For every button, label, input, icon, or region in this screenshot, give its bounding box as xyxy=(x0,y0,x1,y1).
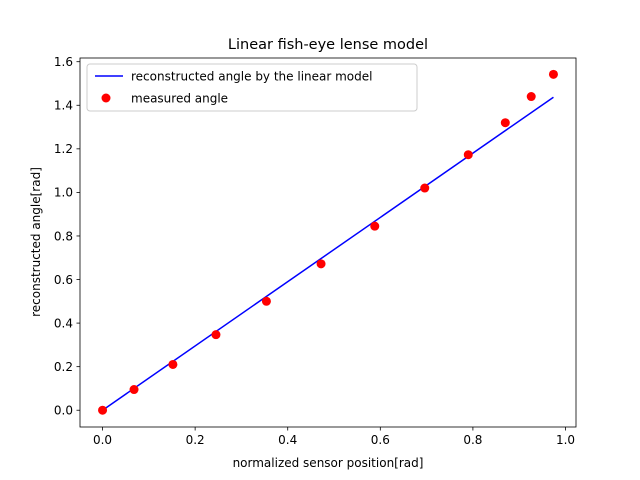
series-line-linear-model xyxy=(102,96,554,411)
x-tick-label: 0.6 xyxy=(371,433,390,447)
data-point-measured-angle-7 xyxy=(420,183,430,193)
y-axis-label: reconstructed angle[rad] xyxy=(29,167,43,317)
data-point-measured-angle-10 xyxy=(526,92,536,102)
x-tick-label: 0.4 xyxy=(278,433,297,447)
legend-label-scatter: measured angle xyxy=(131,92,228,106)
legend: reconstructed angle by the linear model … xyxy=(86,63,418,112)
y-tick-label: 1.0 xyxy=(54,186,73,200)
data-point-measured-angle-3 xyxy=(211,330,221,340)
legend-box xyxy=(86,63,418,112)
x-axis-ticks: 0.0 0.2 0.4 0.6 0.8 1.0 xyxy=(93,427,575,447)
y-tick-label: 1.4 xyxy=(54,99,73,113)
legend-marker-swatch xyxy=(101,93,111,103)
series-layer xyxy=(98,69,558,415)
x-tick-label: 1.0 xyxy=(556,433,575,447)
data-point-measured-angle-1 xyxy=(129,385,139,395)
y-tick-label: 0.2 xyxy=(54,360,73,374)
y-tick-label: 0.0 xyxy=(54,404,73,418)
data-point-measured-angle-2 xyxy=(168,359,178,369)
y-tick-label: 1.2 xyxy=(54,142,73,156)
plot-area xyxy=(79,57,577,428)
legend-label-line: reconstructed angle by the linear model xyxy=(131,70,372,84)
x-tick-label: 0.0 xyxy=(93,433,112,447)
x-axis-label: normalized sensor position[rad] xyxy=(233,456,424,470)
chart-title: Linear fish-eye lense model xyxy=(228,37,428,53)
plot-frame xyxy=(79,57,577,428)
y-tick-label: 0.8 xyxy=(54,229,73,243)
y-tick-label: 0.6 xyxy=(54,273,73,287)
y-tick-label: 1.6 xyxy=(54,55,73,69)
data-point-measured-angle-0 xyxy=(98,405,108,415)
data-point-measured-angle-5 xyxy=(316,259,326,269)
plot-background xyxy=(80,58,576,427)
data-point-measured-angle-8 xyxy=(463,150,473,160)
data-point-measured-angle-4 xyxy=(261,296,271,306)
data-point-measured-angle-6 xyxy=(370,221,380,231)
x-tick-label: 0.8 xyxy=(463,433,482,447)
y-axis-ticks: 0.0 0.2 0.4 0.6 0.8 1.0 1.2 1.4 1.6 xyxy=(54,55,80,418)
data-point-measured-angle-11 xyxy=(548,69,558,79)
data-point-measured-angle-9 xyxy=(500,118,510,128)
y-tick-label: 0.4 xyxy=(54,316,73,330)
x-tick-label: 0.2 xyxy=(186,433,205,447)
